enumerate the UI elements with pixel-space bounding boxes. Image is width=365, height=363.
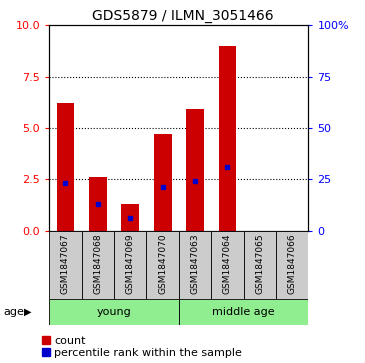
Text: age: age (4, 307, 24, 317)
Bar (179, 299, 308, 325)
Legend: count, percentile rank within the sample: count, percentile rank within the sample (42, 336, 242, 358)
Text: middle age: middle age (212, 307, 275, 317)
Bar (121, 204, 139, 231)
Text: GDS5879 / ILMN_3051466: GDS5879 / ILMN_3051466 (92, 9, 273, 23)
Bar (219, 46, 237, 231)
Bar (211, 231, 244, 299)
Bar (146, 231, 179, 299)
Text: GSM1847068: GSM1847068 (93, 233, 102, 294)
Bar (57, 103, 74, 231)
Bar (82, 231, 114, 299)
Bar (154, 134, 172, 231)
Text: GSM1847065: GSM1847065 (255, 233, 264, 294)
Bar (89, 177, 107, 231)
Bar (49, 299, 179, 325)
Bar (49, 231, 82, 299)
Text: GSM1847069: GSM1847069 (126, 233, 135, 294)
Text: GSM1847070: GSM1847070 (158, 233, 167, 294)
Text: GSM1847066: GSM1847066 (288, 233, 297, 294)
Text: GSM1847067: GSM1847067 (61, 233, 70, 294)
Text: young: young (97, 307, 131, 317)
Bar (179, 231, 211, 299)
Bar (186, 110, 204, 231)
Text: ▶: ▶ (23, 307, 31, 317)
Bar (114, 231, 146, 299)
Bar (276, 231, 308, 299)
Bar (244, 231, 276, 299)
Text: GSM1847063: GSM1847063 (191, 233, 200, 294)
Text: GSM1847064: GSM1847064 (223, 233, 232, 294)
